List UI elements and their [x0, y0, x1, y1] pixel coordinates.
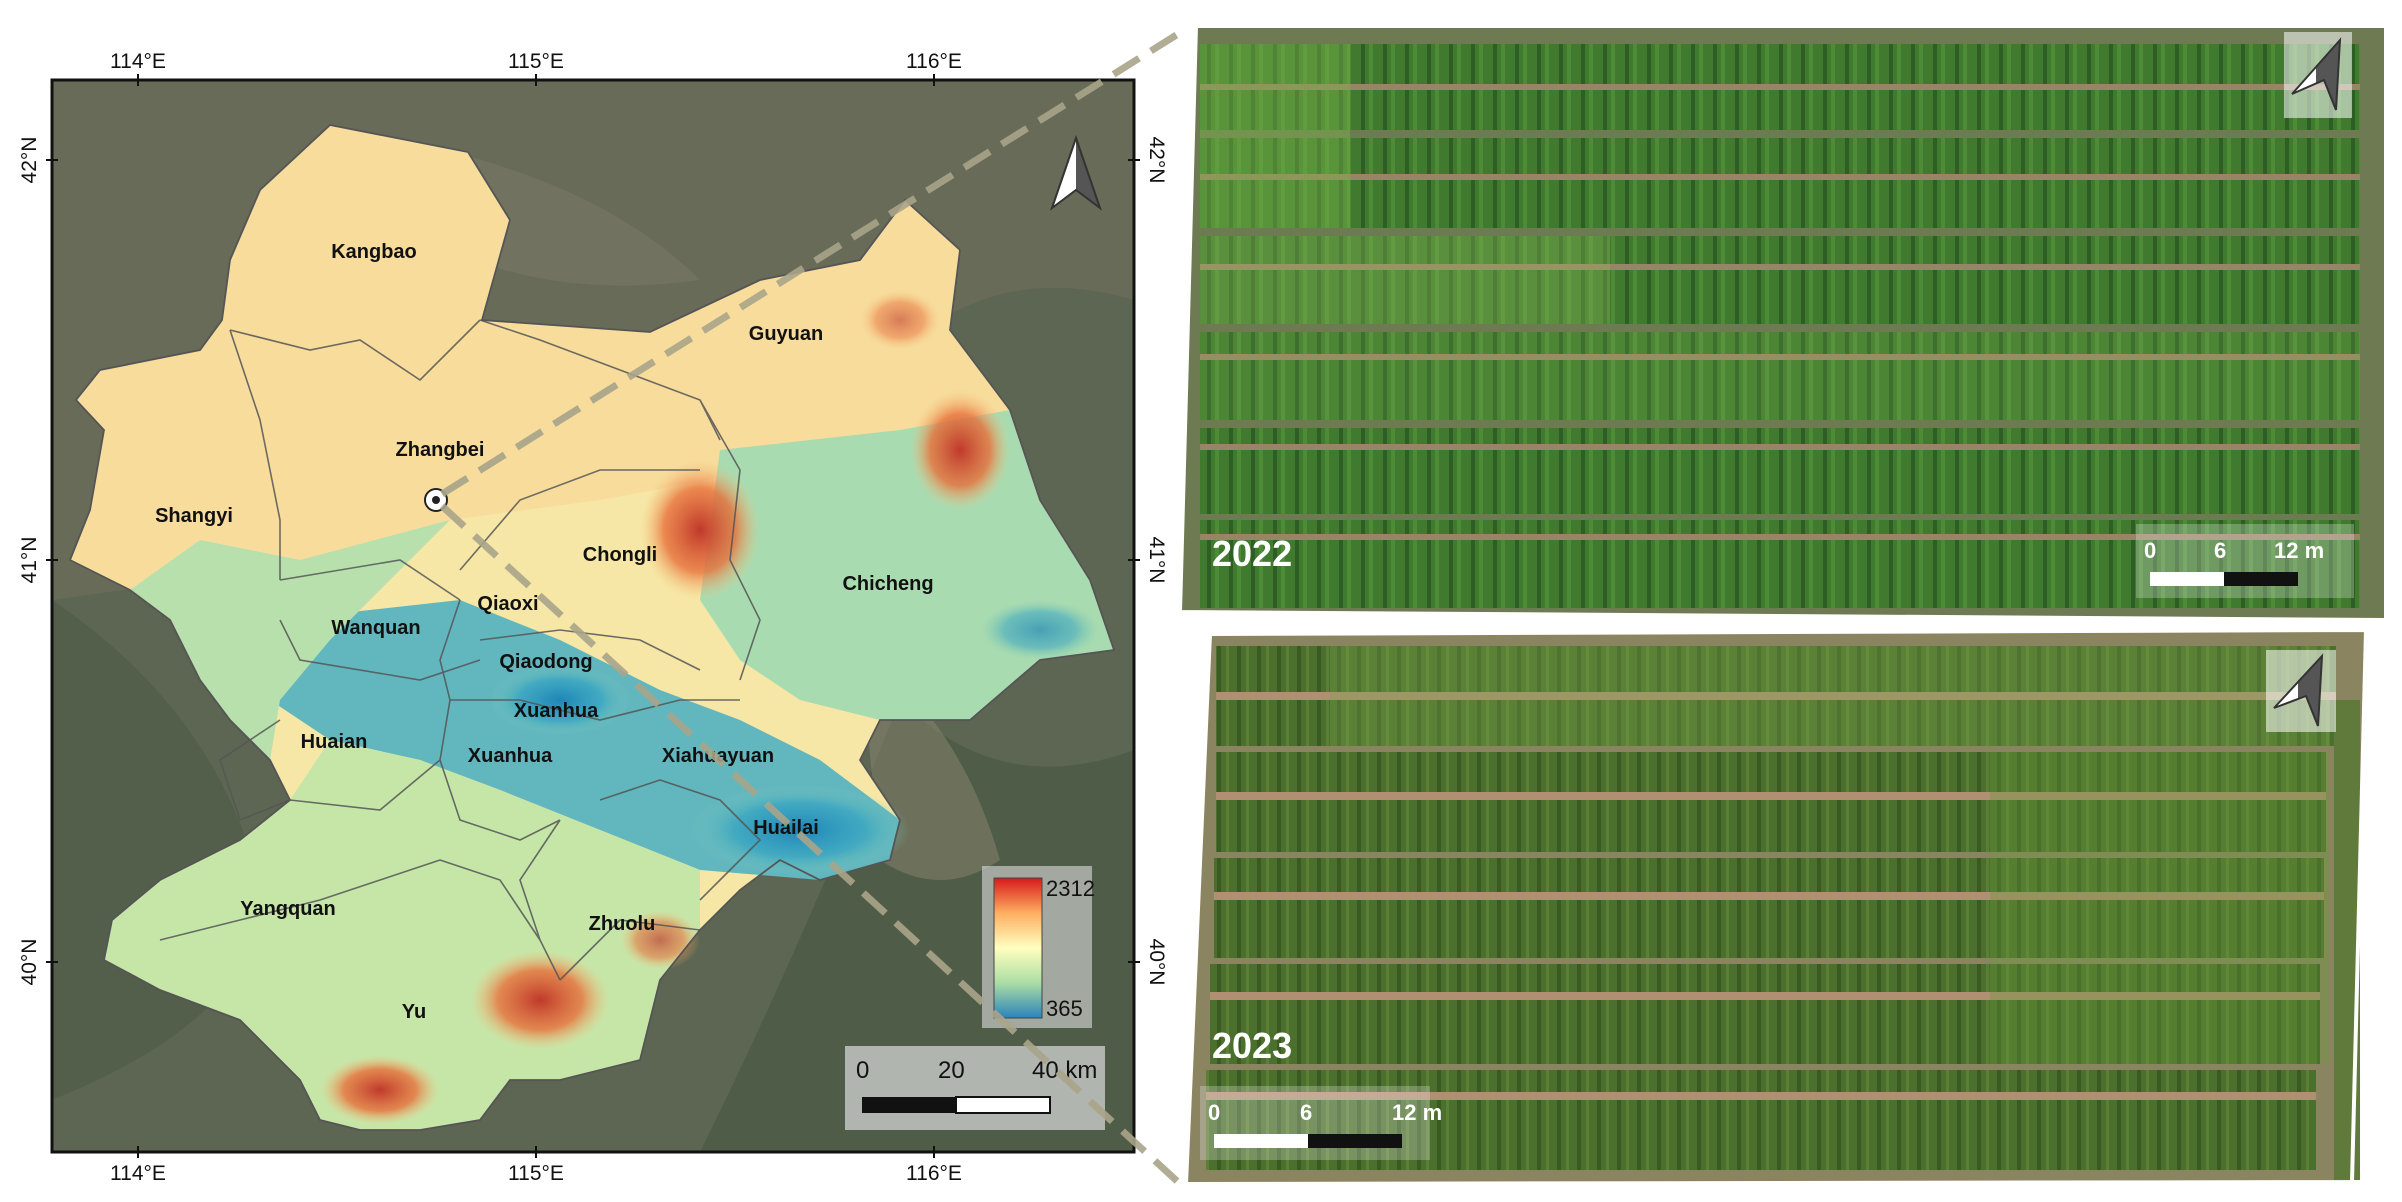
north-arrow-icon [2284, 32, 2352, 118]
photo-year-label: 2022 [1212, 533, 1292, 574]
scale-label: 6 [2214, 538, 2226, 563]
elevation-min-label: 365 [1046, 996, 1083, 1021]
graticule-lon-bottom: 114°E 115°E 116°E [110, 1162, 962, 1185]
lon-label: 116°E [906, 50, 962, 73]
lon-label: 114°E [110, 50, 166, 73]
graticule-lon-top: 114°E 115°E 116°E [110, 50, 962, 73]
region-label: Yu [402, 1001, 426, 1023]
lon-label: 115°E [508, 1162, 564, 1185]
dem-high-area [320, 1055, 440, 1125]
region-label: Xuanhua [514, 700, 599, 722]
lat-label: 40°N [18, 939, 41, 986]
scale-label: 12 m [2274, 538, 2324, 563]
dem-north-zone [70, 125, 1010, 590]
dem-high-area [860, 290, 940, 350]
lon-label: 114°E [110, 1162, 166, 1185]
region-label: Shangyi [155, 505, 233, 527]
scale-label: 20 [938, 1057, 965, 1084]
lat-label: 41°N [1145, 537, 1168, 584]
north-arrow-icon [1050, 134, 1102, 211]
lat-label: 41°N [18, 537, 41, 584]
photo-2023-scale-bar: 0 6 12 m [1200, 1086, 1442, 1160]
north-arrow-icon [2266, 650, 2336, 732]
map-frame [50, 78, 1136, 1154]
dem-low-area [490, 665, 630, 735]
photo-2022-panel: 2022 0 6 12 m [1177, 24, 2388, 623]
region-label: Zhuolu [589, 913, 656, 935]
region-label: Guyuan [749, 323, 823, 345]
elevation-legend: 2312 365 [982, 866, 1095, 1028]
lon-label: 115°E [508, 50, 564, 73]
dem-low-area [980, 600, 1100, 660]
region-label: Qiaoxi [477, 593, 538, 615]
region-label: Yangquan [240, 898, 336, 920]
lon-label: 116°E [906, 1162, 962, 1185]
elevation-colorbar [993, 877, 1043, 1019]
dem-high-area [470, 950, 610, 1050]
region-label: Huaian [301, 731, 368, 753]
dem-low-area [690, 785, 910, 875]
scale-label: 0 [1208, 1100, 1220, 1125]
graticule-lat-left: 42°N 41°N 40°N [18, 137, 41, 986]
lat-label: 40°N [1145, 939, 1168, 986]
scale-label: 12 m [1392, 1100, 1442, 1125]
connector-lines [439, 31, 1181, 1185]
photo-year-label: 2023 [1212, 1025, 1292, 1066]
lat-label: 42°N [18, 137, 41, 184]
map-scale-bar: 0 20 40 km [845, 1046, 1105, 1130]
terrain-texture [700, 700, 1134, 1152]
region-label: Wanquan [331, 617, 420, 639]
photo-2023-panel: 2023 0 6 12 m [1183, 627, 2369, 1187]
scale-label: 0 [856, 1057, 869, 1084]
region-label: Chongli [583, 544, 657, 566]
scale-label: 0 [2144, 538, 2156, 563]
graticule-ticks [46, 74, 1140, 1158]
county-boundaries [159, 319, 762, 981]
region-label: Zhangbei [396, 439, 485, 461]
map-panel: Kangbao Guyuan Zhangbei Shangyi Chongli … [18, 50, 1168, 1185]
photo-2022-scale-bar: 0 6 12 m [2136, 524, 2354, 598]
scale-label: 6 [1300, 1100, 1312, 1125]
dem-high-area [640, 460, 760, 600]
elevation-max-label: 2312 [1046, 876, 1095, 901]
site-marker-icon [424, 488, 448, 512]
lat-label: 42°N [1145, 137, 1168, 184]
region-label: Kangbao [331, 241, 417, 263]
region-label: Chicheng [842, 573, 933, 595]
dem-high-area [910, 390, 1010, 510]
dem-outline [68, 124, 1116, 1131]
region-label: Qiaodong [499, 651, 592, 673]
region-label: Xuanhua [468, 745, 553, 767]
graticule-lat-right: 42°N 41°N 40°N [1145, 137, 1168, 986]
